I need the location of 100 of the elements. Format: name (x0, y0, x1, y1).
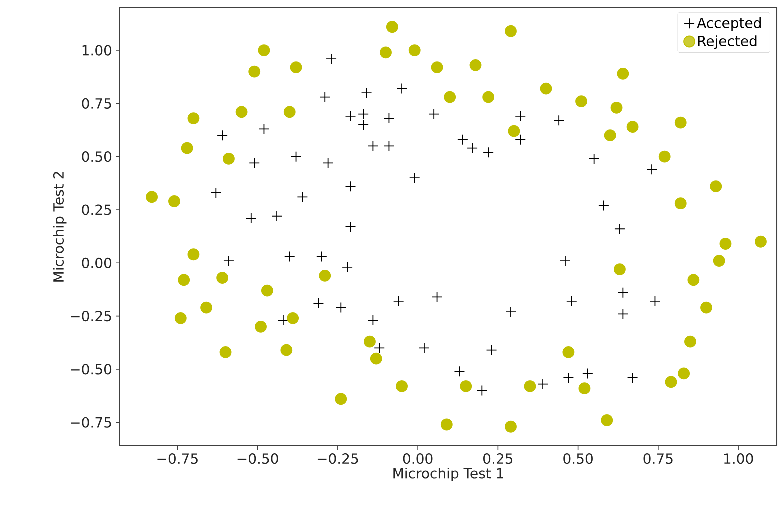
point (393, 296, 404, 307)
point (457, 134, 468, 146)
point (374, 342, 386, 354)
point (614, 224, 626, 235)
point (444, 91, 456, 104)
point (358, 108, 370, 120)
point (326, 54, 337, 64)
point (409, 172, 420, 184)
point (486, 344, 498, 356)
y-axis-title: Microchip Test 2 (53, 172, 67, 282)
point (297, 192, 308, 203)
point (560, 256, 571, 266)
y-tick-label: −0.25 (71, 311, 112, 322)
point (566, 296, 578, 307)
point (146, 191, 158, 204)
point (618, 287, 629, 298)
point (540, 82, 552, 95)
point (290, 151, 302, 162)
point (432, 292, 443, 303)
legend-label: Rejected (698, 36, 757, 50)
point (658, 150, 671, 163)
point (217, 130, 228, 142)
point (320, 92, 331, 103)
point (384, 113, 395, 124)
point (370, 352, 382, 365)
point (368, 315, 379, 326)
point (588, 154, 600, 164)
point (361, 88, 372, 98)
y-tick-label: −0.75 (71, 417, 112, 428)
point (720, 238, 732, 250)
point (322, 158, 334, 169)
point (258, 44, 270, 56)
point (220, 346, 232, 358)
point (384, 140, 395, 152)
point (216, 272, 229, 284)
point (236, 106, 248, 118)
point (168, 196, 180, 208)
point (188, 112, 200, 125)
point (578, 382, 591, 395)
point (650, 296, 661, 307)
point (364, 336, 376, 348)
point (505, 420, 517, 433)
point (280, 344, 293, 356)
point (470, 59, 482, 72)
point (563, 372, 574, 384)
point (476, 385, 488, 396)
point (224, 256, 234, 266)
legend-label: Accepted (697, 18, 761, 32)
point (255, 320, 267, 333)
y-tick-label: −0.50 (71, 364, 112, 375)
point (345, 181, 356, 192)
point (713, 255, 726, 267)
point (261, 284, 274, 297)
point (336, 302, 347, 314)
point (223, 153, 235, 165)
point (181, 142, 194, 154)
point (386, 21, 398, 34)
point (674, 116, 687, 129)
point (576, 96, 588, 108)
point (582, 368, 594, 380)
point (538, 378, 548, 390)
x-tick-label: 0.50 (564, 454, 593, 464)
point (618, 308, 629, 320)
point (515, 134, 526, 146)
point (554, 115, 565, 126)
point (454, 366, 466, 378)
point (688, 274, 700, 286)
y-tick-label: 1.00 (82, 45, 112, 56)
point (174, 312, 187, 324)
x-axis-title: Microchip Test 1 (394, 468, 504, 482)
point (380, 46, 392, 59)
point (483, 147, 494, 158)
point (524, 380, 536, 392)
point (562, 346, 575, 358)
point (604, 130, 616, 142)
point (408, 44, 421, 56)
point (313, 298, 324, 309)
point (316, 251, 328, 262)
x-tick-label: −0.50 (238, 454, 278, 464)
x-tick-label: −0.25 (318, 454, 358, 464)
point (508, 125, 520, 138)
point (505, 25, 517, 38)
point (428, 108, 440, 120)
point (319, 270, 332, 282)
point (246, 213, 257, 224)
point (258, 124, 270, 135)
x-tick-label: −0.75 (158, 454, 198, 464)
point (646, 164, 658, 176)
point (601, 414, 614, 426)
point (188, 248, 200, 261)
point (431, 62, 444, 74)
point (287, 312, 300, 324)
point (345, 110, 356, 122)
point (249, 158, 260, 169)
point (467, 142, 478, 154)
point (200, 302, 212, 314)
point (396, 380, 408, 392)
y-tick-label: 0.00 (82, 258, 112, 268)
point (678, 368, 690, 380)
point (358, 119, 370, 130)
